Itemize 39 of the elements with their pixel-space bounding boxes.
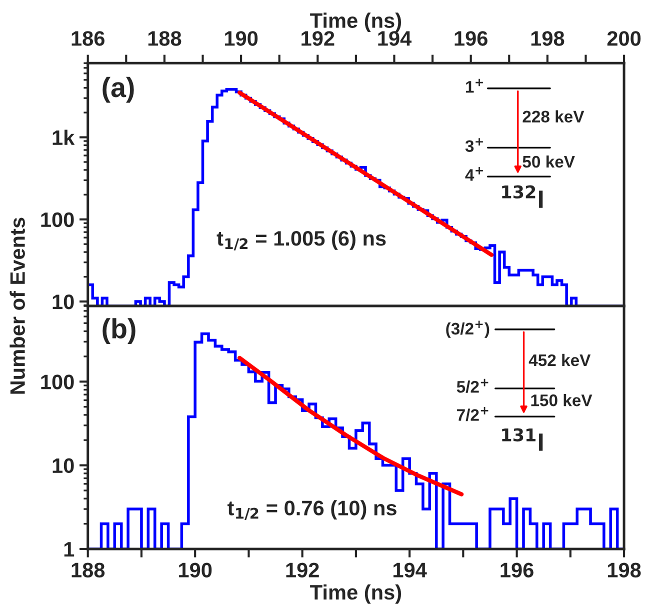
x-tick-label: 192 <box>286 562 319 578</box>
y-axis-title: Number of Events <box>10 218 25 394</box>
annotation: t$_{1/2}$ = 0.76 (10) ns <box>228 500 396 520</box>
y-tick-label: 10 <box>52 458 74 474</box>
y-tick-label: 1k <box>52 130 75 145</box>
annotation: 228 keV <box>522 110 584 122</box>
x-tick-label: 188 <box>72 562 105 578</box>
annotation: (b) <box>102 318 136 344</box>
x-axis-title: Time (ns) <box>310 584 402 604</box>
x-tick-label: 198 <box>531 31 564 46</box>
x-tick-label: 192 <box>302 31 334 46</box>
x-tick-label: 200 <box>607 31 641 46</box>
x-tick-label: 194 <box>394 562 427 578</box>
annotation: $^{132}$I <box>502 185 543 208</box>
annotation: t$_{1/2}$ = 1.005 (6) ns <box>216 230 386 250</box>
x-axis-title: Time (ns) <box>310 12 402 32</box>
annotation: (3/2$^{+}$) <box>446 320 490 338</box>
annotation: 5/2$^{+}$ <box>456 378 488 393</box>
x-tick-label: 186 <box>72 31 104 46</box>
x-tick-label: 198 <box>608 562 641 578</box>
y-tick-label: 100 <box>41 374 74 390</box>
y-tick-label: 100 <box>41 212 74 228</box>
x-tick-label: 190 <box>224 31 258 46</box>
annotation: $^{131}$I <box>502 428 543 451</box>
annotation: 452 keV <box>528 354 591 366</box>
annotation: 50 keV <box>522 155 575 168</box>
annotation: (a) <box>102 76 134 103</box>
x-tick-label: 188 <box>148 31 182 46</box>
x-tick-label: 194 <box>378 31 412 46</box>
x-tick-label: 196 <box>500 562 534 578</box>
annotation: 3$^{+}$ <box>465 138 483 152</box>
annotation: 150 keV <box>531 394 592 406</box>
y-tick-label: 10 <box>52 294 74 310</box>
annotation: 4$^{+}$ <box>465 167 483 181</box>
annotation: 7/2$^{+}$ <box>457 407 488 422</box>
x-tick-label: 190 <box>179 562 212 578</box>
y-tick-label: 1 <box>64 542 74 557</box>
x-tick-label: 196 <box>454 31 488 46</box>
annotation: 1$^{+}$ <box>466 78 483 93</box>
